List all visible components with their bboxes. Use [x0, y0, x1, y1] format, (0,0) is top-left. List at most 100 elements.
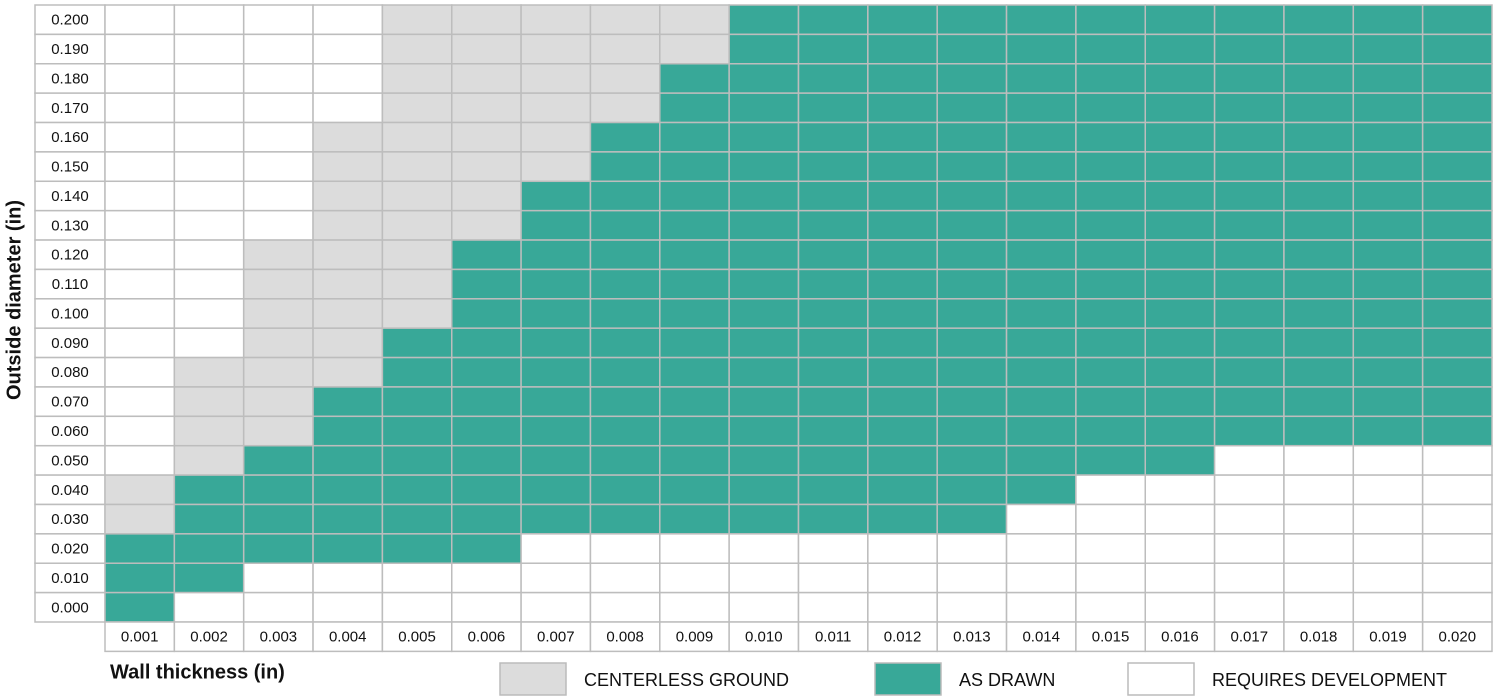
cell [1075, 209, 1147, 241]
cell [381, 298, 453, 329]
cell [589, 298, 661, 329]
cell [242, 151, 314, 183]
row-label-box [34, 444, 106, 476]
cell [520, 151, 592, 183]
cell [1283, 239, 1355, 271]
cell [451, 386, 522, 418]
cell [1213, 356, 1285, 388]
cell [728, 298, 800, 329]
cell [728, 415, 800, 447]
cell [1213, 209, 1285, 241]
cell [936, 268, 1008, 300]
cell [1075, 268, 1147, 300]
cell [728, 33, 800, 65]
cell [1075, 180, 1147, 212]
cell [381, 386, 453, 418]
cell [797, 239, 869, 271]
col-label-box [589, 621, 661, 653]
cell [381, 503, 453, 535]
x-tick-label: 0.007 [537, 629, 575, 646]
cell [104, 151, 176, 183]
cell [867, 474, 938, 506]
cell [589, 503, 661, 535]
cell [451, 298, 522, 329]
cell [451, 268, 522, 300]
cell [1144, 474, 1216, 506]
cell [867, 121, 938, 153]
cell [589, 92, 661, 124]
x-tick-label: 0.006 [468, 629, 506, 646]
cell [589, 562, 661, 594]
cell [1213, 180, 1285, 212]
cell [173, 33, 245, 65]
cell [104, 356, 176, 388]
y-tick-label: 0.180 [51, 70, 89, 87]
cell [242, 180, 314, 212]
cell [451, 180, 522, 212]
cell [867, 415, 938, 447]
cell [1283, 4, 1355, 36]
cell [659, 327, 730, 359]
cell [381, 33, 453, 65]
row-label-box [34, 268, 106, 300]
cell [1283, 356, 1355, 388]
cell [173, 503, 245, 535]
cell [936, 444, 1008, 476]
cell [1075, 386, 1147, 418]
cell [728, 356, 800, 388]
y-tick-label: 0.170 [51, 100, 89, 117]
cell [104, 4, 176, 36]
cell [451, 533, 522, 564]
cell [1075, 151, 1147, 183]
cell [1005, 444, 1077, 476]
cell [104, 386, 176, 418]
cell [659, 63, 730, 94]
cell [589, 209, 661, 241]
cell [1213, 92, 1285, 124]
cell [1144, 4, 1216, 36]
cell [589, 356, 661, 388]
cell [312, 503, 384, 535]
cell [1213, 562, 1285, 594]
cell [1421, 415, 1493, 447]
cell [104, 444, 176, 476]
y-tick-label: 0.060 [51, 423, 89, 440]
cell [173, 298, 245, 329]
row-label-box [34, 474, 106, 506]
cell [936, 591, 1008, 623]
cell [936, 533, 1008, 564]
cell [797, 474, 869, 506]
cell [1144, 151, 1216, 183]
cell [381, 591, 453, 623]
cell [104, 239, 176, 271]
cell [1005, 92, 1077, 124]
cell [1352, 327, 1424, 359]
cell [520, 180, 592, 212]
cell [312, 209, 384, 241]
cell [1075, 444, 1147, 476]
cell [1213, 591, 1285, 623]
cell [1283, 415, 1355, 447]
x-tick-label: 0.010 [745, 629, 783, 646]
cell [451, 4, 522, 36]
cell [589, 239, 661, 271]
cell [797, 33, 869, 65]
cell [589, 33, 661, 65]
row-label-box [34, 533, 106, 564]
cell [1213, 239, 1285, 271]
y-tick-label: 0.070 [51, 394, 89, 411]
cell [1283, 92, 1355, 124]
cell [1421, 121, 1493, 153]
cell [1283, 444, 1355, 476]
x-tick-label: 0.002 [190, 629, 228, 646]
cell [1352, 533, 1424, 564]
col-label-box [173, 621, 245, 653]
cell [381, 209, 453, 241]
cell [659, 92, 730, 124]
cell [1352, 298, 1424, 329]
cell [728, 63, 800, 94]
cell [589, 151, 661, 183]
cell [104, 415, 176, 447]
cell [728, 121, 800, 153]
cell [1144, 591, 1216, 623]
